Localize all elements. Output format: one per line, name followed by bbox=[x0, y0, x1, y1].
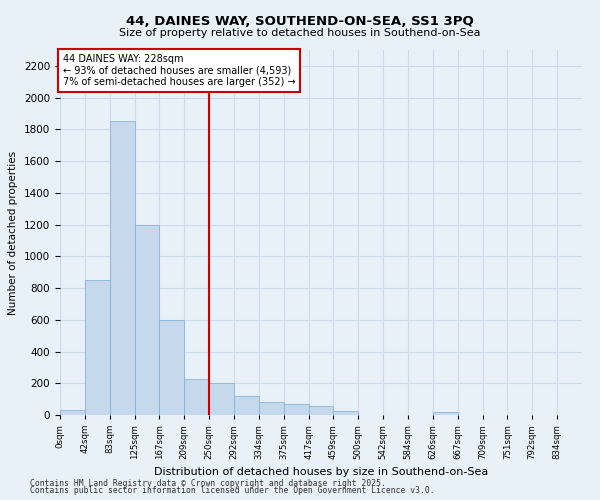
Text: Size of property relative to detached houses in Southend-on-Sea: Size of property relative to detached ho… bbox=[119, 28, 481, 38]
Bar bbox=[308, 406, 334, 415]
Bar bbox=[110, 122, 134, 415]
Bar bbox=[134, 224, 160, 415]
Text: 44 DAINES WAY: 228sqm
← 93% of detached houses are smaller (4,593)
7% of semi-de: 44 DAINES WAY: 228sqm ← 93% of detached … bbox=[62, 54, 295, 87]
Y-axis label: Number of detached properties: Number of detached properties bbox=[8, 150, 19, 314]
Bar bbox=[160, 320, 184, 415]
Bar bbox=[85, 280, 110, 415]
Bar bbox=[209, 384, 234, 415]
Bar bbox=[234, 396, 259, 415]
Bar bbox=[259, 402, 284, 415]
Bar bbox=[284, 404, 308, 415]
Bar bbox=[334, 411, 358, 415]
Bar bbox=[60, 410, 85, 415]
X-axis label: Distribution of detached houses by size in Southend-on-Sea: Distribution of detached houses by size … bbox=[154, 467, 488, 477]
Bar bbox=[433, 412, 458, 415]
Text: 44, DAINES WAY, SOUTHEND-ON-SEA, SS1 3PQ: 44, DAINES WAY, SOUTHEND-ON-SEA, SS1 3PQ bbox=[126, 15, 474, 28]
Text: Contains HM Land Registry data © Crown copyright and database right 2025.: Contains HM Land Registry data © Crown c… bbox=[30, 478, 386, 488]
Bar bbox=[184, 380, 209, 415]
Text: Contains public sector information licensed under the Open Government Licence v3: Contains public sector information licen… bbox=[30, 486, 434, 495]
